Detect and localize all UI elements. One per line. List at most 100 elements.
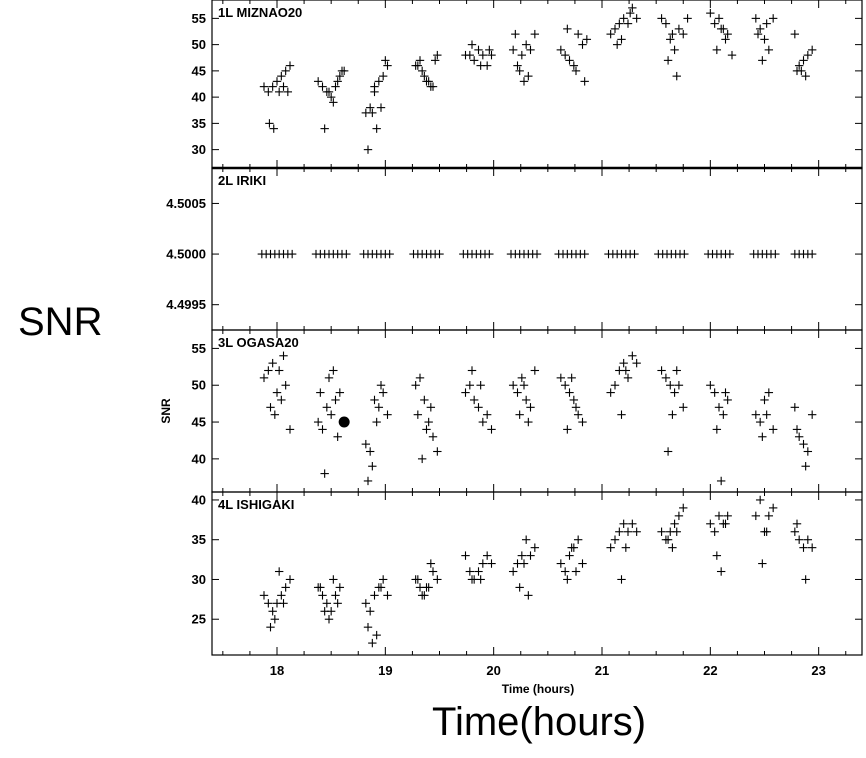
data-point [467,366,477,375]
data-point [270,615,280,624]
x-tick-label: 21 [595,663,609,678]
data-point [385,249,394,259]
data-point [476,381,485,390]
y-tick-label: 55 [192,11,206,26]
x-tick-label: 18 [270,663,284,678]
data-point [666,381,675,390]
y-tick-label: 50 [192,37,206,52]
data-point [716,476,726,486]
data-point [578,40,587,49]
panel-3: 3L OGASA20 40 45 50 55 SNR [159,329,863,493]
data-point [530,366,540,375]
data-point [478,417,488,427]
data-point [274,366,284,375]
data-point [606,543,615,552]
data-point [283,87,293,97]
data-point [560,50,570,60]
data-point [760,395,769,405]
data-point [413,410,423,419]
data-point [565,388,574,397]
panel-frame [211,0,863,169]
data-point [511,29,520,39]
data-point [657,366,666,375]
data-point [573,535,583,544]
data-point [363,476,373,486]
data-point [764,388,774,397]
data-point [556,559,566,568]
data-point [764,511,774,521]
y-tick-label: 25 [192,612,206,627]
data-point [335,388,345,397]
data-point [521,535,531,544]
data-point [794,535,804,544]
data-point [524,71,533,81]
data-point [324,615,334,624]
data-point [758,56,767,65]
data-point [372,630,381,640]
data-point [680,249,689,259]
data-point [422,583,431,592]
data-point [318,82,327,91]
y-tick-label: 35 [192,116,206,131]
data-point [376,103,386,112]
data-point [326,92,336,102]
data-point [666,35,675,44]
data-point [279,599,288,608]
panel-4: 4L ISHIGAKI 25 30 35 40 [192,491,863,656]
data-point [333,432,342,441]
data-point [801,575,810,584]
panel-frame [211,329,863,493]
data-point [465,50,475,60]
data-point [461,551,470,560]
data-point [513,61,522,70]
data-point [467,575,477,584]
highlight-point [338,416,350,428]
data-point [374,77,384,86]
y-tick-label: 4.5000 [166,247,206,262]
data-point [612,40,622,49]
data-point [679,403,688,412]
data-point [279,351,288,360]
data-point [342,249,351,259]
data-point [569,61,579,70]
data-point [335,583,345,592]
data-point [755,417,765,427]
data-point [320,124,329,133]
data-point [565,56,574,65]
data-point [714,403,724,412]
data-point [526,403,535,412]
data-point [794,432,804,441]
data-point [476,61,485,70]
data-point [318,591,327,600]
data-point [623,527,633,536]
data-point [368,462,377,471]
y-tick-label: 40 [192,492,206,507]
data-point [573,29,583,39]
data-point [274,567,284,576]
data-point [426,559,436,568]
data-point [482,410,492,419]
panel-title: 4L ISHIGAKI [218,497,294,512]
data-point [324,373,334,383]
data-point [331,395,340,405]
data-point [716,567,726,576]
data-point [335,71,345,81]
data-point [807,410,817,419]
x-tick-label: 19 [378,663,392,678]
data-point [461,388,470,397]
data-point [272,388,282,397]
data-point [710,388,719,397]
data-point [672,366,681,375]
data-point [672,527,681,536]
data-point [628,519,637,529]
data-point [762,410,771,419]
data-point [606,388,615,397]
data-point [316,388,325,397]
data-point [712,551,722,560]
data-point [674,24,684,34]
data-point [674,511,684,521]
data-point [803,535,813,544]
data-point [508,381,518,390]
data-point [266,622,275,632]
panel-title: 3L OGASA20 [218,335,299,350]
